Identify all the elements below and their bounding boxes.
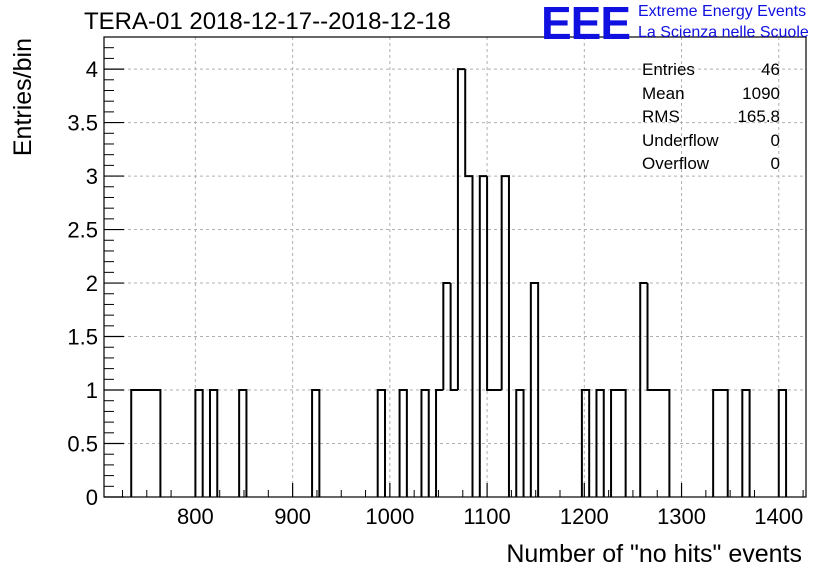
histogram-bin <box>712 389 729 497</box>
logo-caption-line1: Extreme Energy Events <box>638 3 807 20</box>
x-tick-label: 1100 <box>463 504 510 529</box>
stats-label: RMS <box>642 107 680 126</box>
histogram-bin <box>478 175 488 497</box>
stats-row-rms: RMS 165.8 <box>642 107 780 131</box>
histogram-bin <box>449 283 458 392</box>
histogram-bin <box>500 175 510 497</box>
y-tick-label: 4 <box>86 57 98 82</box>
histogram-bin <box>376 389 386 497</box>
histogram-bin <box>595 389 605 497</box>
histogram-bin <box>646 283 671 497</box>
y-tick-label: 3 <box>86 164 98 189</box>
y-axis-label: Entries/bin <box>9 38 37 156</box>
histogram-bin <box>194 389 204 497</box>
logo-caption-line2: La Scienza nelle Scuole <box>638 24 809 41</box>
stats-label: Mean <box>642 83 685 103</box>
stats-row-underflow: Underflow 0 <box>642 131 780 155</box>
histogram-bin <box>529 282 540 497</box>
x-tick-label: 1000 <box>365 504 414 529</box>
histogram-bin <box>515 389 525 497</box>
stats-value: 1090 <box>742 83 780 103</box>
histogram-bin <box>639 282 648 497</box>
histogram-bin <box>464 69 474 497</box>
y-tick-label: 0 <box>86 485 98 510</box>
y-tick-label: 1 <box>86 378 98 403</box>
y-tick-label: 1.5 <box>67 325 98 350</box>
histogram-bin <box>130 389 162 497</box>
histogram-bin <box>610 389 627 497</box>
histogram-bin <box>420 389 430 497</box>
x-tick-label: 900 <box>274 504 311 529</box>
y-tick-label: 3.5 <box>67 111 98 136</box>
x-tick-label: 1400 <box>754 504 803 529</box>
y-tick-label: 0.5 <box>67 432 98 457</box>
stats-label: Overflow <box>642 154 710 173</box>
plot-frame <box>103 36 807 498</box>
x-tick-label: 800 <box>177 504 214 529</box>
histogram-bin <box>208 389 219 497</box>
histogram-bars <box>130 68 788 497</box>
histogram-bin <box>238 389 248 497</box>
x-tick-label: 1300 <box>657 504 706 529</box>
x-tick-label: 1200 <box>560 504 609 529</box>
stats-label: Entries <box>642 60 695 79</box>
chart-title: TERA-01 2018-12-17--2018-12-18 <box>84 8 451 35</box>
y-tick-label: 2.5 <box>67 218 98 243</box>
y-tick-labels: 0 0.5 1 1.5 2 2.5 3 3.5 4 <box>67 57 98 510</box>
stats-box: Entries 46 Mean 1090 RMS 165.8 Underflow… <box>642 60 780 178</box>
histogram-bin <box>777 389 788 497</box>
histogram-bin <box>486 176 502 392</box>
histogram-bin <box>741 389 751 497</box>
histogram-bin <box>580 389 591 497</box>
y-tick-label: 2 <box>86 271 98 296</box>
stats-row-overflow: Overflow 0 <box>642 154 780 178</box>
stats-value: 165.8 <box>737 107 780 126</box>
stats-row-mean: Mean 1090 <box>642 84 780 108</box>
stats-value: 0 <box>770 130 780 150</box>
stats-label: Underflow <box>642 130 719 150</box>
stats-row-entries: Entries 46 <box>642 60 780 84</box>
histogram-bin <box>398 389 408 497</box>
histogram-bin <box>311 389 321 497</box>
histogram-bin <box>442 282 451 391</box>
histogram-bin <box>456 68 466 391</box>
x-axis-label: Number of "no hits" events <box>506 540 802 568</box>
stats-value: 0 <box>770 154 780 173</box>
stats-value: 46 <box>761 60 780 79</box>
histogram-bin <box>435 389 444 497</box>
eee-logo: EEE <box>541 0 631 49</box>
axis-ticks <box>104 47 804 498</box>
x-tick-labels: 800 900 1000 1100 1200 1300 1400 <box>177 504 803 529</box>
